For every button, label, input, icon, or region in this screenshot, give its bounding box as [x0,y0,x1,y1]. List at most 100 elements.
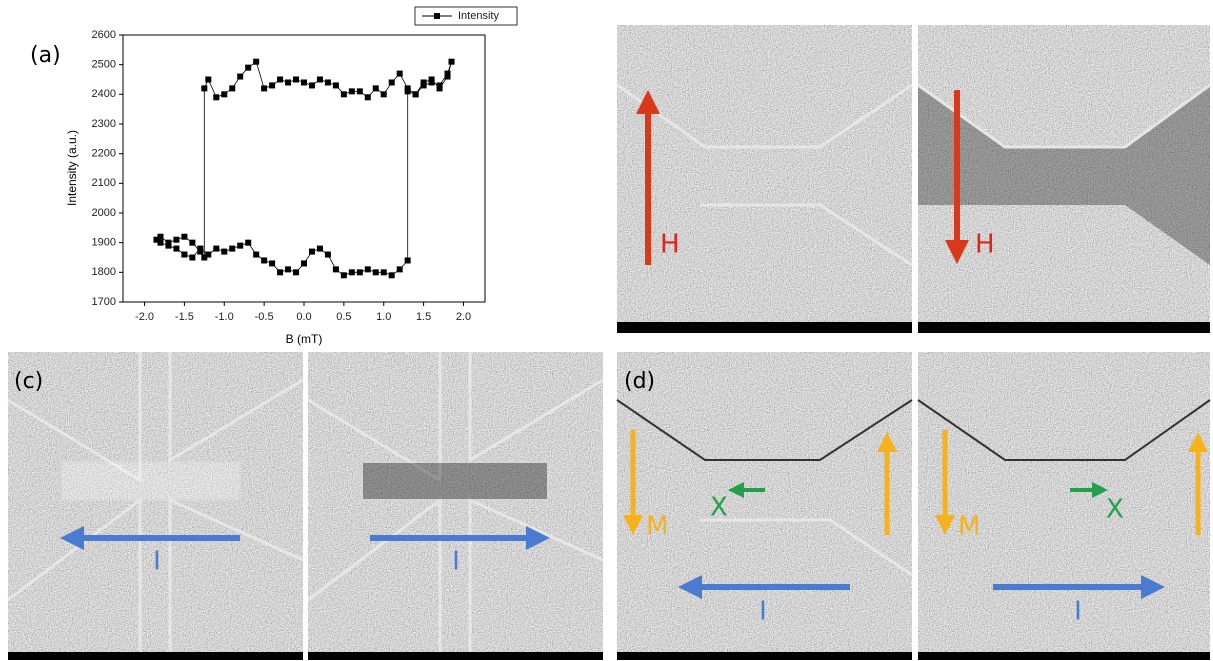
x-tick-label: -1.5 [175,311,194,323]
data-point [404,257,411,264]
data-point [197,248,204,255]
data-point [396,70,403,77]
data-point [173,245,180,252]
current-label: I [452,547,460,577]
data-point [301,79,307,86]
field-label: H [660,230,680,260]
x-tick-label: 0.0 [296,311,311,323]
micrograph: M X I (d) [616,352,913,660]
data-point [245,239,252,246]
data-point [340,272,347,279]
data-point [245,64,252,71]
data-point [205,251,212,258]
data-point [189,239,196,246]
data-point [189,254,196,261]
data-point [285,79,292,86]
magnetization-label: M [958,512,980,542]
data-point [380,269,387,276]
data-point [316,245,323,252]
current-label: I [759,597,767,627]
x-tick-label: -0.5 [255,311,274,323]
data-point [436,85,443,92]
data-point [364,94,371,101]
data-point [412,91,419,98]
current-label: I [153,547,161,577]
micrograph: M X I [917,352,1211,660]
micrograph: H [616,25,913,333]
position-label: X [710,493,728,523]
data-point [308,82,315,89]
data-point [165,239,172,246]
data-point [261,85,268,92]
data-point [293,76,300,83]
data-point [396,266,403,273]
data-point [332,266,339,273]
micrograph: I (c) [7,352,304,660]
data-point [332,82,339,89]
data-point [269,82,276,89]
micrograph: I [307,352,604,660]
data-point [181,251,188,258]
data-point [340,91,347,98]
data-point [372,269,379,276]
data-point [348,88,355,95]
data-point [356,269,363,276]
y-axis-label: Intensity (a.u.) [65,130,79,206]
y-tick-label: 2400 [92,88,116,100]
y-tick-label: 1700 [92,296,116,308]
data-point [261,257,268,264]
legend-label: Intensity [458,10,499,22]
y-tick-label: 2100 [92,177,116,189]
micrograph: H [917,25,1211,333]
data-point [364,266,371,273]
data-point [253,251,260,258]
panel-label: (a) [30,43,61,68]
data-point [229,85,236,92]
data-point [316,76,323,83]
data-point [388,272,395,279]
data-point [253,58,260,65]
data-point [301,260,307,267]
data-point [380,91,387,98]
magnetization-label: M [646,512,668,542]
x-tick-label: 1.5 [416,311,431,323]
y-tick-label: 2200 [92,148,116,160]
data-point [308,248,315,255]
data-point [229,245,236,252]
data-point [388,79,395,86]
x-tick-label: 2.0 [456,311,471,323]
data-point [237,73,244,80]
data-point [181,233,188,240]
data-point [221,248,228,255]
position-label: X [1106,495,1124,525]
legend-marker [434,13,440,19]
x-tick-label: -1.0 [215,311,234,323]
data-point [213,94,220,101]
data-point [157,233,164,240]
data-point [201,85,208,92]
x-tick-label: -2.0 [135,311,154,323]
data-point [448,58,455,65]
data-point [293,269,300,276]
data-point [324,251,331,258]
data-point [348,269,355,276]
x-tick-label: 1.0 [376,311,391,323]
y-tick-label: 2600 [92,29,116,41]
data-point [201,254,208,261]
y-tick-label: 1800 [92,266,116,278]
data-point [269,260,276,267]
data-point [277,76,284,83]
x-axis-label: B (mT) [286,332,323,346]
y-tick-label: 2000 [92,207,116,219]
data-point [205,76,212,83]
data-point [444,73,451,80]
panel-label: (d) [624,369,655,394]
data-point [221,91,228,98]
data-point [324,79,331,86]
data-point [213,245,220,252]
current-label: I [1074,597,1082,627]
field-label: H [975,230,995,260]
data-point [157,239,164,246]
y-tick-label: 1900 [92,237,116,249]
